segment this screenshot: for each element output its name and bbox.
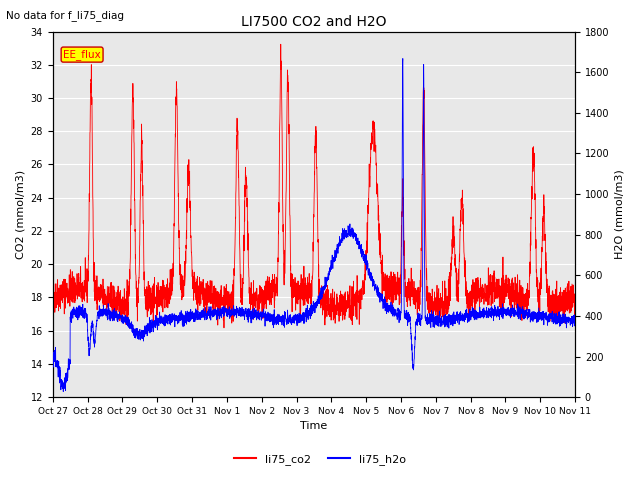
Text: EE_flux: EE_flux — [63, 49, 101, 60]
Y-axis label: CO2 (mmol/m3): CO2 (mmol/m3) — [15, 170, 25, 259]
X-axis label: Time: Time — [300, 421, 328, 432]
Legend: li75_co2, li75_h2o: li75_co2, li75_h2o — [230, 450, 410, 469]
Title: LI7500 CO2 and H2O: LI7500 CO2 and H2O — [241, 15, 387, 29]
Text: No data for f_li75_diag: No data for f_li75_diag — [6, 10, 124, 21]
Y-axis label: H2O (mmol/m3): H2O (mmol/m3) — [615, 169, 625, 259]
